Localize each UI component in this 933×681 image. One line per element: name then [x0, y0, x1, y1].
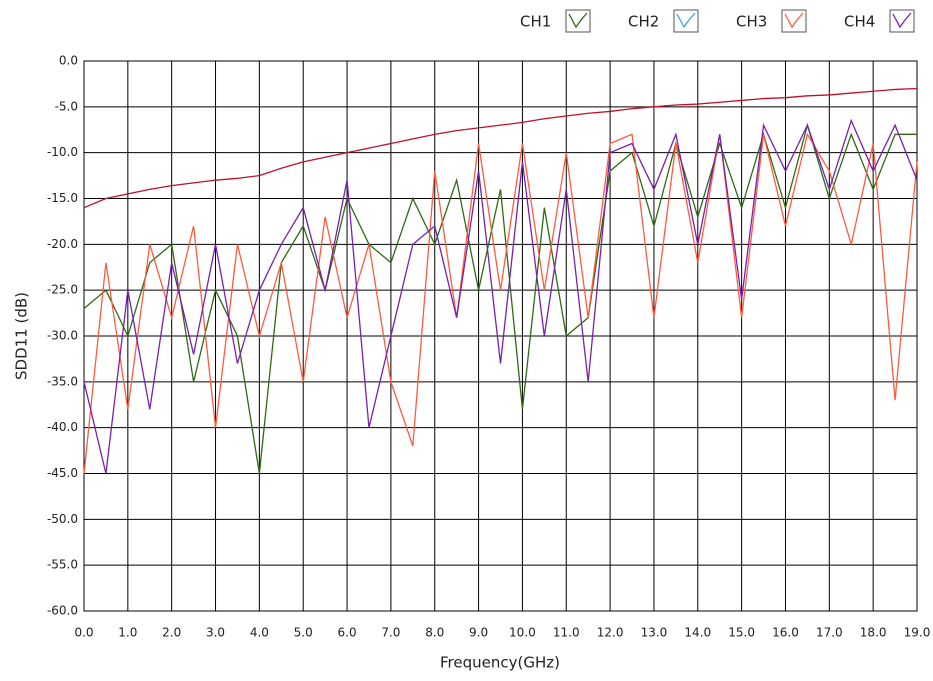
x-tick-label: 18.0: [860, 626, 887, 640]
y-tick-label: -20.0: [47, 237, 78, 251]
legend-swatch: [784, 12, 804, 29]
y-axis-label: SDD11 (dB): [13, 292, 31, 380]
y-tick-label: -40.0: [47, 420, 78, 434]
y-tick-label: -25.0: [47, 283, 78, 297]
y-tick-label: -50.0: [47, 512, 78, 526]
x-tick-label: 2.0: [162, 626, 181, 640]
x-tick-label: 15.0: [728, 626, 755, 640]
series-line: [83, 87, 918, 209]
x-tick-label: 14.0: [684, 626, 711, 640]
legend-swatch: [892, 12, 912, 29]
x-tick-label: 13.0: [641, 626, 668, 640]
y-tick-label: -45.0: [47, 466, 78, 480]
x-tick-label: 8.0: [425, 626, 444, 640]
y-tick-label: -60.0: [47, 604, 78, 618]
x-tick-label: 16.0: [772, 626, 799, 640]
x-tick-label: 3.0: [206, 626, 225, 640]
legend-swatch-box: [781, 9, 807, 33]
y-tick-label: -55.0: [47, 558, 78, 572]
x-tick-label: 9.0: [469, 626, 488, 640]
x-tick-label: 17.0: [816, 626, 843, 640]
x-tick-label: 10.0: [509, 626, 536, 640]
legend-label: CH4: [844, 13, 875, 31]
y-tick-label: -10.0: [47, 145, 78, 159]
series-line: [83, 132, 918, 474]
series-line: [83, 118, 918, 474]
legend-swatch-box: [889, 9, 915, 33]
x-tick-label: 5.0: [294, 626, 313, 640]
x-tick-label: 7.0: [381, 626, 400, 640]
legend-label: CH2: [628, 13, 659, 31]
legend-swatch-box: [565, 9, 591, 33]
x-tick-label: 6.0: [338, 626, 357, 640]
y-tick-label: 0.0: [59, 54, 78, 68]
x-tick-label: 4.0: [250, 626, 269, 640]
x-tick-label: 1.0: [118, 626, 137, 640]
y-tick-label: -35.0: [47, 374, 78, 388]
legend-swatch: [676, 12, 696, 29]
y-tick-label: -30.0: [47, 329, 78, 343]
plot-frame: [83, 60, 918, 612]
legend-swatch-box: [673, 9, 699, 33]
x-tick-label: 12.0: [597, 626, 624, 640]
y-tick-label: -15.0: [47, 191, 78, 205]
series-line: [83, 122, 917, 474]
x-tick-label: 0.0: [74, 626, 93, 640]
x-axis-label: Frequency(GHz): [440, 654, 560, 672]
y-tick-label: -5.0: [55, 99, 78, 113]
legend-label: CH3: [736, 13, 767, 31]
legend-swatch: [568, 12, 588, 29]
x-tick-label: 19.0: [904, 626, 931, 640]
x-tick-label: 11.0: [553, 626, 580, 640]
legend-label: CH1: [520, 13, 551, 31]
